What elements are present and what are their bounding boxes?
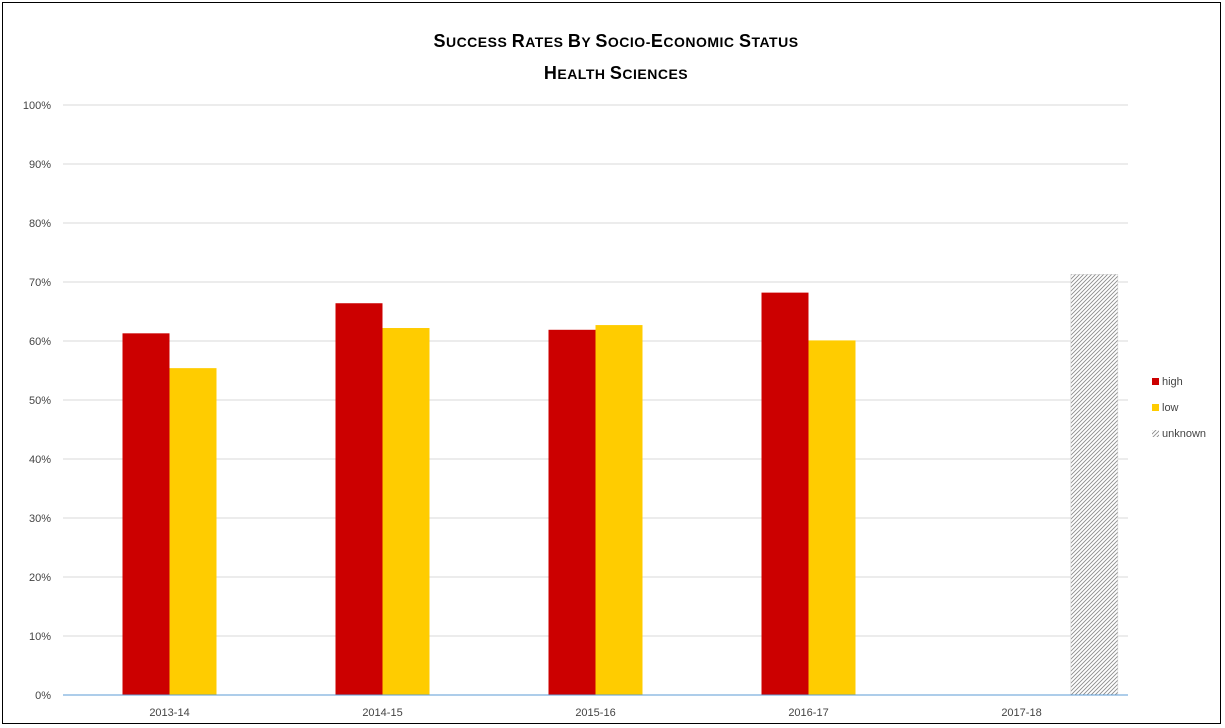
x-tick-label: 2015-16: [575, 707, 615, 719]
y-tick-label: 20%: [29, 572, 51, 584]
y-tick-label: 60%: [29, 336, 51, 348]
bar-low-2015-16: [595, 325, 643, 695]
y-tick-label: 10%: [29, 631, 51, 643]
bar-unknown-2017-18: [1070, 274, 1119, 696]
bar-high-2013-14: [122, 333, 170, 695]
y-tick-label: 50%: [29, 395, 51, 407]
legend-label-high: high: [1162, 376, 1183, 388]
x-tick-label: 2014-15: [362, 707, 402, 719]
y-tick-label: 0%: [35, 690, 51, 702]
x-axis-ticks: 2013-14 2014-15 2015-16 2016-17 2017-18: [149, 707, 1041, 719]
bar-high-2015-16: [548, 329, 596, 695]
legend: high low unknown: [1152, 376, 1206, 440]
y-tick-label: 40%: [29, 454, 51, 466]
y-tick-label: 70%: [29, 277, 51, 289]
bar-high-2014-15: [335, 303, 383, 695]
chart-svg: SUCCESS RATES BY SOCIO-ECONOMIC STATUS H…: [23, 31, 1206, 719]
legend-swatch-high: [1152, 378, 1159, 385]
bar-low-2014-15: [382, 328, 430, 695]
chart-subtitle: HEALTH SCIENCES: [544, 63, 688, 83]
bar-low-2013-14: [169, 368, 217, 695]
legend-swatch-low: [1152, 404, 1159, 411]
y-tick-label: 30%: [29, 513, 51, 525]
x-tick-label: 2017-18: [1001, 707, 1041, 719]
bar-low-2016-17: [808, 340, 856, 695]
legend-swatch-unknown: [1152, 430, 1159, 437]
chart-title: SUCCESS RATES BY SOCIO-ECONOMIC STATUS: [433, 31, 798, 51]
y-tick-label: 80%: [29, 218, 51, 230]
y-tick-label: 100%: [23, 100, 51, 112]
y-tick-label: 90%: [29, 159, 51, 171]
bars: [122, 274, 1119, 696]
y-axis-ticks: 0% 10% 20% 30% 40% 50% 60% 70% 80% 90% 100%: [23, 100, 51, 702]
x-tick-label: 2016-17: [788, 707, 828, 719]
legend-label-low: low: [1162, 402, 1179, 414]
bar-high-2016-17: [761, 292, 809, 695]
legend-label-unknown: unknown: [1162, 428, 1206, 440]
x-tick-label: 2013-14: [149, 707, 189, 719]
